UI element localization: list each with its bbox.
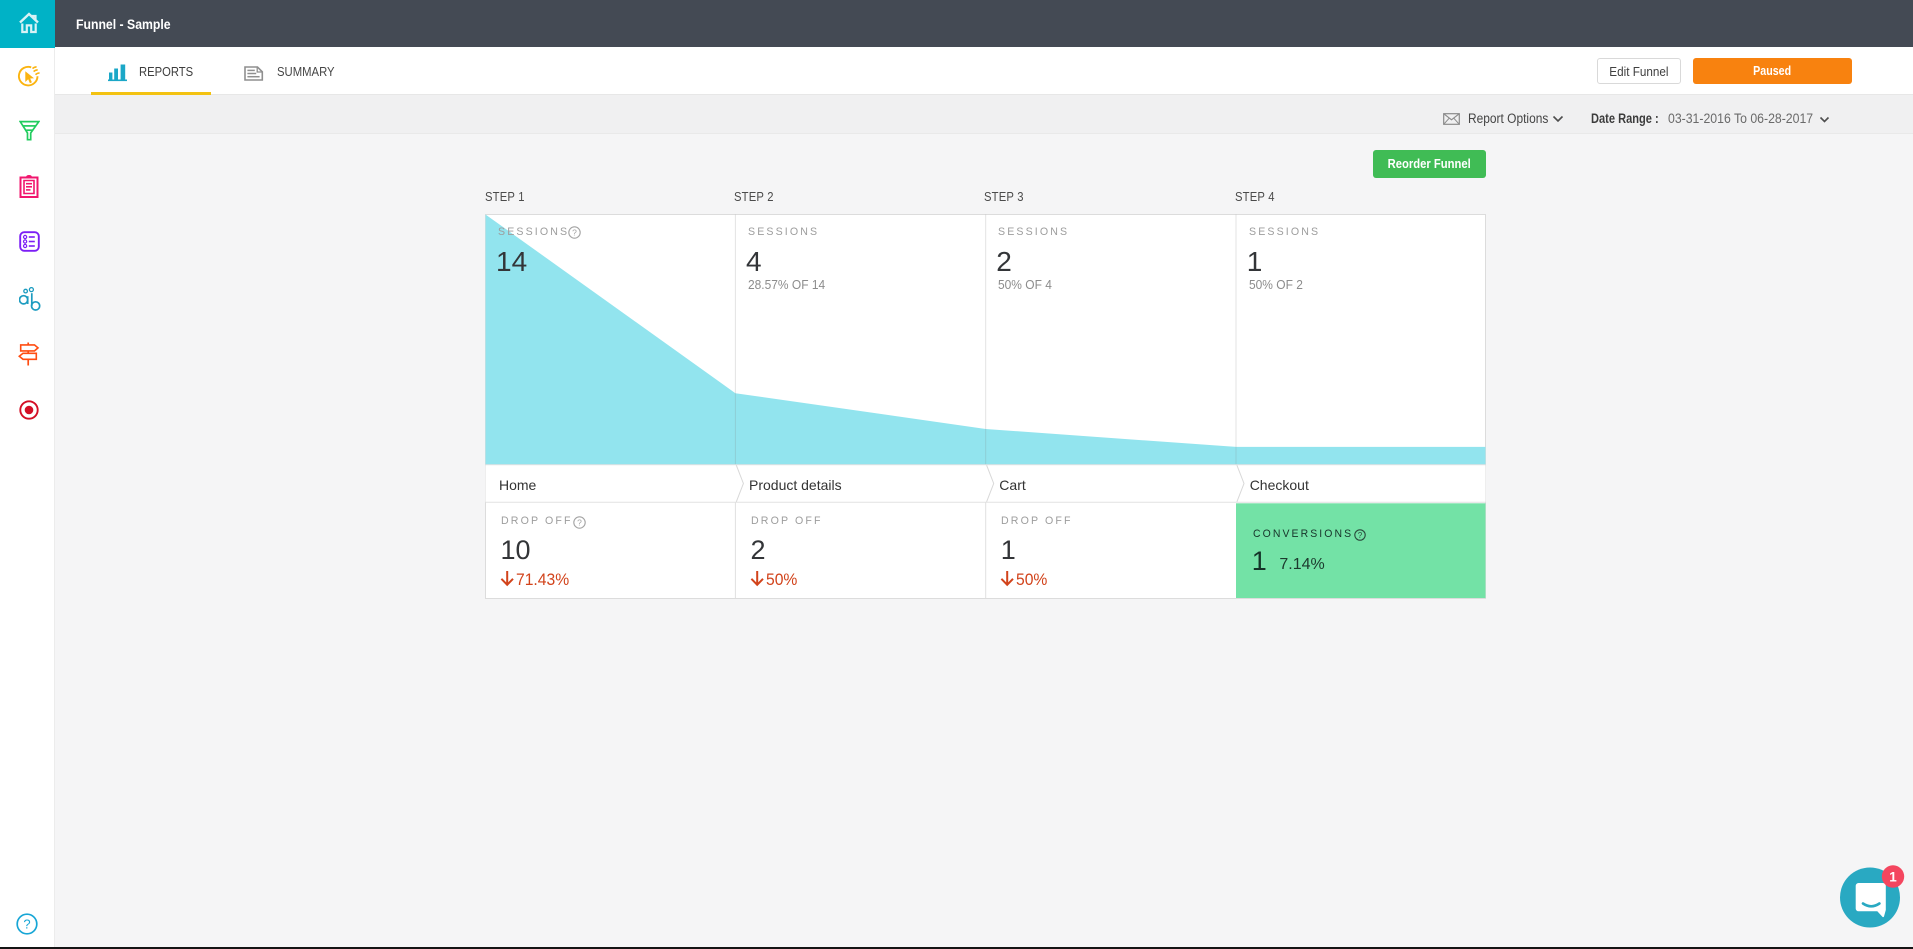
svg-text:?: ? bbox=[1358, 531, 1363, 540]
svg-text:?: ? bbox=[572, 227, 577, 237]
svg-text:?: ? bbox=[578, 517, 583, 527]
svg-text:?: ? bbox=[23, 916, 30, 931]
svg-text:1: 1 bbox=[1889, 869, 1897, 884]
